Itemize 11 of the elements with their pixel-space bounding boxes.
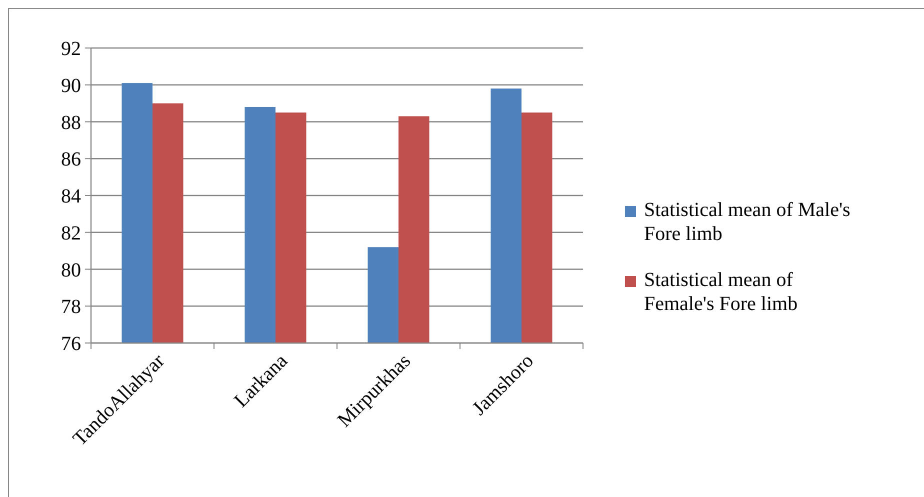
y-tick-label: 76: [61, 333, 81, 355]
legend-label: Statistical mean of Female's Fore limb: [644, 269, 798, 315]
legend-label: Statistical mean of Male's Fore limb: [644, 199, 851, 245]
y-tick-label: 92: [61, 38, 81, 60]
y-tick-label: 78: [61, 296, 81, 318]
y-tick-label: 88: [61, 112, 81, 134]
y-tick-label: 84: [61, 186, 81, 208]
y-tick-label: 80: [61, 259, 81, 282]
y-tick-label: 90: [61, 74, 81, 97]
y-tick-label: 86: [61, 148, 81, 171]
y-tick-label: 82: [61, 222, 81, 244]
